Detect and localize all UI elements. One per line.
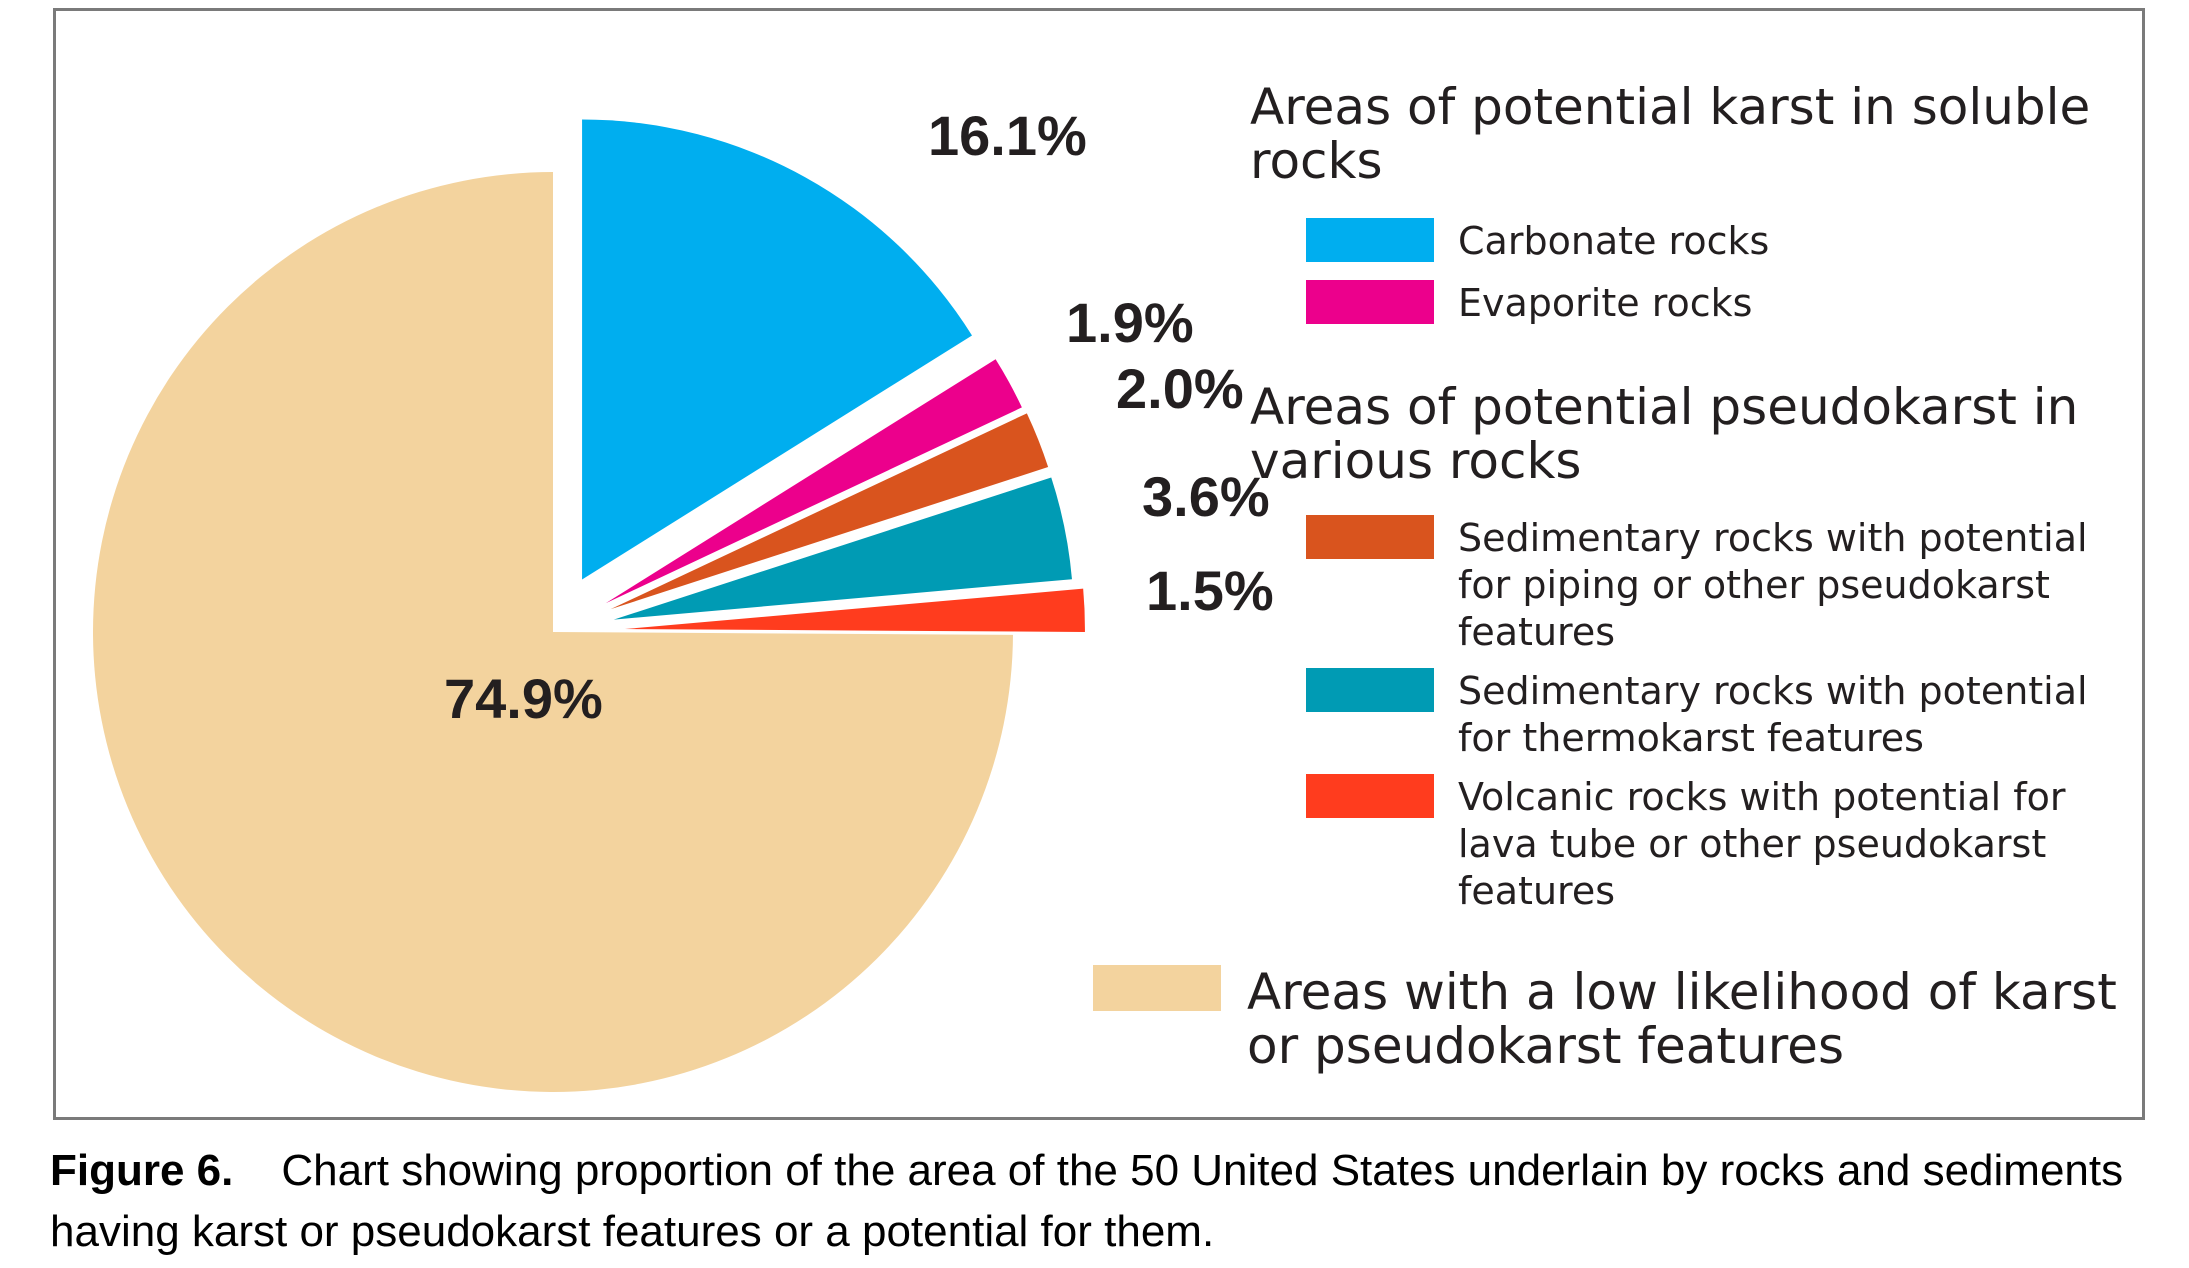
legend-heading-pseudokarst: Areas of potential pseudokarst in variou… (1250, 378, 2079, 490)
legend-swatch-thermokarst (1306, 668, 1434, 712)
pie-slice-label-5: 1.5% (1146, 559, 1274, 622)
legend-label-low-likelihood: Areas with a low likelihood of karst or … (1247, 963, 2117, 1075)
pie-slices (92, 119, 1085, 1092)
legend-swatch-carbonate (1306, 218, 1434, 262)
chart-frame (53, 8, 2145, 1120)
legend-item-thermokarst: Sedimentary rocks with potential for the… (1306, 668, 2148, 762)
legend-item-piping: Sedimentary rocks with potential for pip… (1306, 515, 2148, 656)
pie-slice-labels: 16.1% 1.9%2.0% 3.6% 1.5% 74.9% (444, 104, 1274, 730)
pie-slice-6 (92, 172, 1013, 1092)
legend-item-evaporite: Evaporite rocks (1306, 280, 1818, 327)
legend-label-thermokarst: Sedimentary rocks with potential for the… (1458, 669, 2088, 760)
pie-slice-3 (610, 413, 1049, 610)
legend-label-volcanic: Volcanic rocks with potential for lava t… (1458, 775, 2066, 913)
legend-swatch-piping (1306, 515, 1434, 559)
figure-number: Figure 6. (50, 1146, 234, 1195)
caption-text: Chart showing proportion of the area of … (50, 1146, 2124, 1256)
pie-slice-2 (605, 359, 1022, 604)
pie-slice-label-2: 1.9% (1066, 291, 1194, 354)
pie-slice-label-4: 3.6% (1142, 465, 1270, 528)
pie-slice-4 (613, 477, 1072, 620)
figure-caption: Figure 6. Chart showing proportion of the… (50, 1140, 2150, 1262)
legend-label-evaporite: Evaporite rocks (1458, 281, 1753, 325)
pie-slice-1 (582, 119, 972, 580)
pie-slice-label-6: 74.9% (444, 667, 603, 730)
legend-heading-karst: Areas of potential karst in soluble rock… (1250, 78, 2091, 190)
legend-swatch-low-likelihood (1093, 965, 1221, 1011)
legend-label-carbonate: Carbonate rocks (1458, 219, 1770, 263)
legend-swatch-evaporite (1306, 280, 1434, 324)
legend-item-volcanic: Volcanic rocks with potential for lava t… (1306, 774, 2148, 915)
legend-label-piping: Sedimentary rocks with potential for pip… (1458, 516, 2088, 654)
pie-slice-label-1: 16.1% (928, 104, 1087, 167)
pie-slice-5 (624, 588, 1085, 632)
legend-swatch-volcanic (1306, 774, 1434, 818)
legend-item-carbonate: Carbonate rocks (1306, 218, 1818, 265)
legend-item-low-likelihood: Areas with a low likelihood of karst or … (1093, 965, 2127, 1073)
pie-slice-label-3: 2.0% (1116, 357, 1244, 420)
